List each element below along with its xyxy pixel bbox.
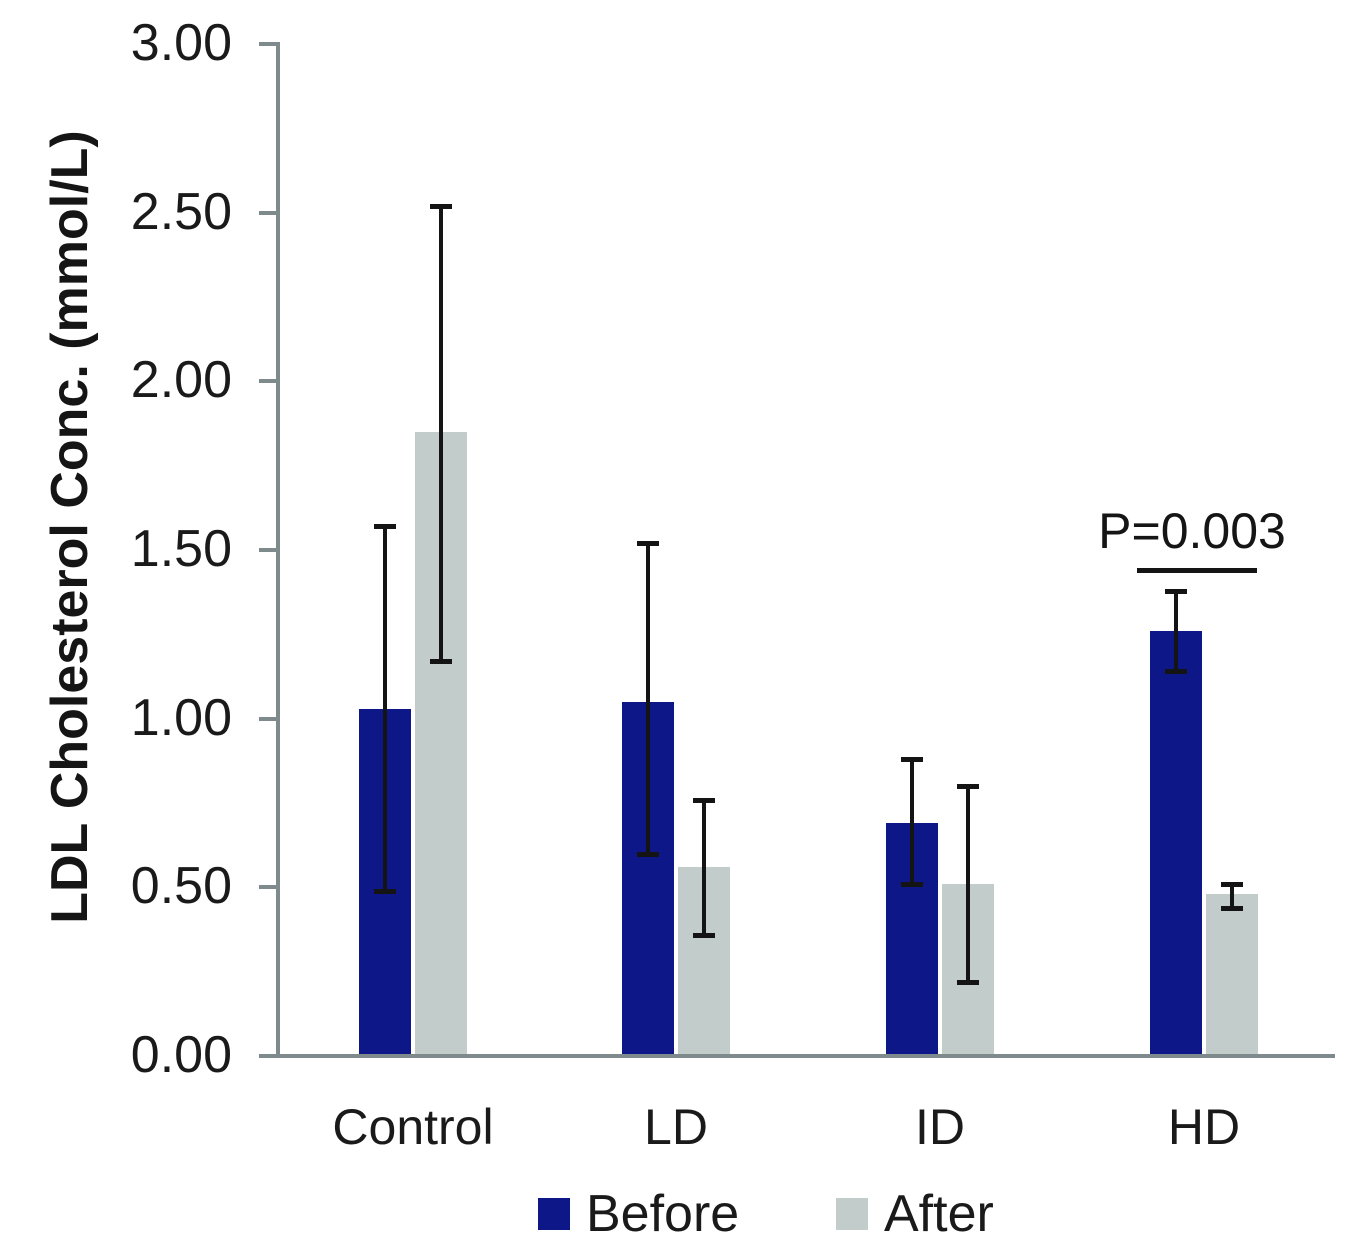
error-line-after-control [439,206,443,662]
error-line-after-id [966,786,970,982]
error-cap-bottom-before-id [901,881,923,887]
x-category-label-id: ID [915,1099,965,1155]
bar-after-hd [1206,894,1258,1058]
error-cap-bottom-before-control [374,888,396,894]
y-tick-label: 3.00 [130,14,232,73]
error-line-before-control [383,526,387,891]
error-cap-top-after-control [430,204,452,209]
error-cap-top-before-control [374,524,396,530]
error-cap-bottom-before-hd [1165,669,1187,675]
significance-line [1137,568,1257,573]
error-cap-top-before-id [901,757,923,763]
error-cap-bottom-before-ld [637,851,659,857]
error-cap-top-before-hd [1165,588,1187,594]
y-tick-mark [259,210,276,215]
x-category-label-control: Control [332,1099,494,1155]
x-axis-line [262,1054,1335,1058]
legend-swatch-after [836,1198,868,1230]
y-tick-mark [259,1054,276,1058]
legend-item-before: Before [538,1188,739,1240]
y-tick-label: 2.50 [130,182,232,241]
error-cap-top-after-ld [693,797,715,803]
error-cap-bottom-after-ld [693,932,715,938]
error-line-before-ld [646,543,650,854]
y-tick-label: 1.50 [130,520,232,579]
y-tick-label: 0.00 [130,1026,232,1084]
error-line-after-ld [702,799,706,935]
error-cap-top-after-id [957,784,979,790]
y-tick-label: 0.50 [130,857,232,916]
y-tick-mark [259,379,276,384]
legend-item-after: After [836,1188,994,1240]
error-line-after-hd [1230,883,1234,908]
error-cap-top-after-hd [1221,881,1243,887]
y-tick-mark [259,716,276,721]
legend-label-after: After [884,1185,994,1243]
error-cap-bottom-after-id [957,979,979,985]
y-tick-mark [259,42,276,47]
y-tick-mark [259,885,276,890]
legend-swatch-before [538,1198,570,1230]
error-line-before-hd [1174,590,1178,672]
legend-label-before: Before [586,1185,740,1243]
error-cap-bottom-after-control [430,659,452,665]
p-value-label: P=0.003 [1098,503,1286,559]
error-cap-top-before-ld [637,541,659,547]
x-category-label-ld: LD [644,1099,708,1155]
error-line-before-id [910,759,914,884]
bar-before-hd [1150,631,1202,1058]
y-axis-line [276,42,280,1058]
error-cap-bottom-after-hd [1221,905,1243,911]
y-tick-label: 1.00 [130,688,232,747]
y-tick-label: 2.00 [130,351,232,410]
x-category-label-hd: HD [1167,1099,1241,1155]
y-tick-mark [259,548,276,553]
